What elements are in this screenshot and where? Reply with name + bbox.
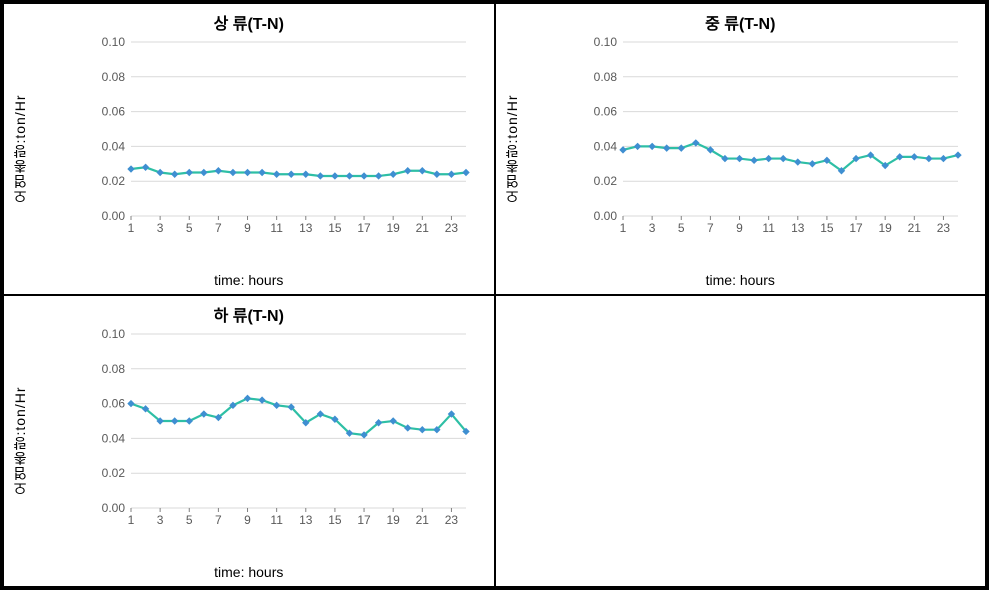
chart-3-ylabel: 오염총량:ton/Hr [10,386,30,495]
svg-text:7: 7 [215,221,222,235]
svg-text:9: 9 [244,221,251,235]
chart-3: 하 류(T-N) 오염총량:ton/Hr time: hours 0.00 0.0… [4,296,494,586]
svg-text:0.08: 0.08 [102,70,126,84]
svg-text:1: 1 [619,221,626,235]
svg-text:1: 1 [128,513,135,527]
chart-1-title: 상 류(T-N) [4,10,494,34]
chart-grid: 상 류(T-N) 오염총량:ton/Hr time: hours 0.00 0.0… [0,0,989,590]
svg-text:0.08: 0.08 [593,70,617,84]
svg-text:21: 21 [416,221,430,235]
svg-text:19: 19 [878,221,892,235]
svg-text:3: 3 [157,513,164,527]
svg-text:23: 23 [445,513,459,527]
svg-text:13: 13 [299,513,313,527]
svg-text:0.10: 0.10 [102,328,126,341]
svg-text:9: 9 [736,221,743,235]
chart-2-title: 중 류(T-N) [496,10,986,34]
chart-2-ylabel: 오염총량:ton/Hr [502,94,522,203]
svg-text:7: 7 [707,221,714,235]
svg-text:11: 11 [270,221,283,235]
svg-text:17: 17 [849,221,863,235]
svg-text:0.10: 0.10 [102,36,126,49]
chart-cell-2: 중 류(T-N) 오염총량:ton/Hr time: hours 0.00 0.0… [495,3,987,295]
svg-text:0.00: 0.00 [593,209,617,223]
svg-text:15: 15 [328,513,342,527]
svg-text:15: 15 [820,221,834,235]
svg-text:0.00: 0.00 [102,209,126,223]
svg-text:19: 19 [386,513,400,527]
chart-2: 중 류(T-N) 오염총량:ton/Hr time: hours 0.00 0.0… [496,4,986,294]
chart-3-xlabel: time: hours [4,564,494,580]
svg-text:0.04: 0.04 [102,431,126,445]
chart-1: 상 류(T-N) 오염총량:ton/Hr time: hours 0.00 0.0… [4,4,494,294]
svg-text:0.04: 0.04 [593,139,617,153]
svg-text:5: 5 [186,221,193,235]
chart-cell-1: 상 류(T-N) 오염총량:ton/Hr time: hours 0.00 0.0… [3,3,495,295]
chart-2-xlabel: time: hours [496,272,986,288]
chart-3-plot: 0.000.020.040.060.080.101357911131517192… [89,328,472,532]
chart-cell-3: 하 류(T-N) 오염총량:ton/Hr time: hours 0.00 0.0… [3,295,495,587]
svg-text:0.00: 0.00 [102,501,126,515]
svg-text:11: 11 [762,221,775,235]
svg-text:19: 19 [386,221,400,235]
svg-text:0.02: 0.02 [593,174,617,188]
svg-text:0.10: 0.10 [593,36,617,49]
svg-text:23: 23 [445,221,459,235]
svg-text:13: 13 [791,221,805,235]
svg-text:11: 11 [270,513,283,527]
svg-text:0.06: 0.06 [102,105,126,119]
svg-text:15: 15 [328,221,342,235]
svg-text:3: 3 [157,221,164,235]
chart-2-plot: 0.000.020.040.060.080.101357911131517192… [581,36,964,240]
svg-text:7: 7 [215,513,222,527]
svg-text:0.04: 0.04 [102,139,126,153]
svg-text:5: 5 [677,221,684,235]
chart-cell-4-empty [495,295,987,587]
svg-text:0.02: 0.02 [102,466,126,480]
svg-text:23: 23 [936,221,950,235]
svg-text:0.06: 0.06 [593,105,617,119]
chart-1-plot: 0.000.020.040.060.080.101357911131517192… [89,36,472,240]
svg-text:21: 21 [416,513,430,527]
svg-text:0.08: 0.08 [102,362,126,376]
svg-text:17: 17 [357,221,371,235]
svg-text:3: 3 [648,221,655,235]
chart-1-ylabel: 오염총량:ton/Hr [10,94,30,203]
svg-text:1: 1 [128,221,135,235]
chart-1-xlabel: time: hours [4,272,494,288]
svg-text:13: 13 [299,221,313,235]
svg-text:21: 21 [907,221,921,235]
svg-text:9: 9 [244,513,251,527]
chart-3-title: 하 류(T-N) [4,302,494,326]
svg-text:0.06: 0.06 [102,397,126,411]
svg-text:17: 17 [357,513,371,527]
svg-text:5: 5 [186,513,193,527]
svg-text:0.02: 0.02 [102,174,126,188]
